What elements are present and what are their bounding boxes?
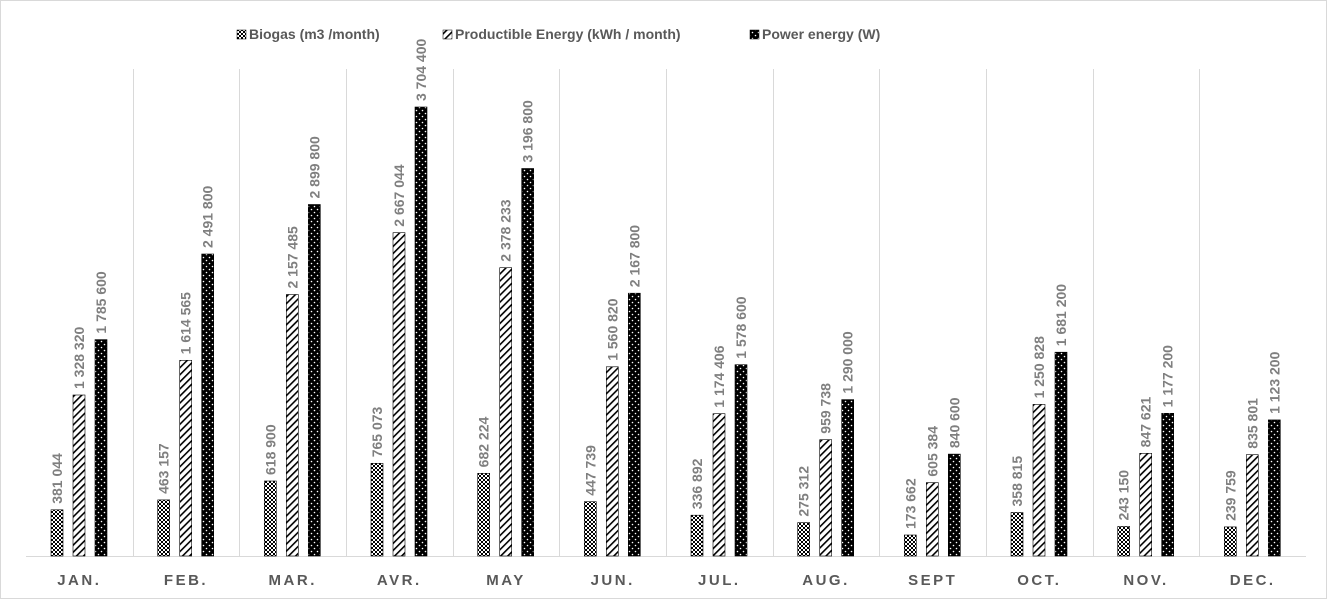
data-label-biogas: 336 892 — [689, 458, 705, 509]
data-label-biogas: 463 157 — [156, 443, 172, 494]
bar-power-energy — [1054, 351, 1068, 557]
legend-label-biogas: Biogas (m3 /month) — [249, 26, 380, 42]
data-label-biogas: 358 815 — [1009, 456, 1025, 507]
category-labels: JAN. FEB. MAR. AVR. MAY JUN. JUL. AUG. SEPT OCT. N… — [57, 572, 1276, 589]
bar-productible-energy — [285, 294, 299, 557]
data-label-productible-energy: 2 378 233 — [498, 199, 514, 261]
data-label-biogas: 239 759 — [1222, 470, 1238, 521]
data-label-productible-energy: 847 621 — [1138, 396, 1154, 447]
legend-swatch-biogas — [236, 29, 247, 40]
data-label-power-energy: 1 578 600 — [733, 296, 749, 358]
bar-power-energy — [734, 364, 748, 557]
bar-power-energy — [841, 399, 855, 557]
data-label-power-energy: 1 681 200 — [1053, 284, 1069, 346]
bar-biogas — [157, 499, 170, 557]
bar-productible-energy — [712, 413, 726, 557]
data-label-biogas: 275 312 — [796, 466, 812, 517]
bar-biogas — [690, 514, 704, 557]
bar-productible-energy — [392, 232, 406, 557]
bar-power-energy — [1161, 412, 1174, 557]
grid-lines — [26, 69, 1306, 557]
data-label-productible-energy: 605 384 — [924, 426, 940, 477]
bar-biogas — [1010, 512, 1024, 557]
bar-productible-energy — [1246, 454, 1259, 557]
data-label-power-energy: 1 177 200 — [1160, 345, 1176, 407]
data-label-productible-energy: 1 328 320 — [71, 327, 87, 389]
category-label: MAR. — [269, 572, 317, 589]
data-label-productible-energy: 1 614 565 — [178, 292, 194, 354]
data-label-productible-energy: 1 560 820 — [604, 298, 620, 360]
bar-productible-energy — [605, 366, 619, 557]
category-label: JUN. — [591, 572, 635, 589]
bar-power-energy — [307, 204, 321, 557]
data-label-power-energy: 2 899 800 — [306, 136, 322, 198]
data-label-biogas: 618 900 — [262, 424, 278, 475]
bar-biogas — [50, 509, 64, 557]
bar-power-energy — [1268, 419, 1281, 557]
data-label-power-energy: 3 704 400 — [413, 39, 429, 101]
category-label: SEPT — [908, 572, 957, 589]
bar-power-energy — [947, 453, 961, 557]
data-label-power-energy: 1 123 200 — [1266, 351, 1282, 413]
bar-productible-energy — [819, 439, 833, 557]
bar-productible-energy — [1139, 452, 1152, 557]
legend-label-power-energy: Power energy (W) — [762, 26, 880, 42]
category-label: MAY — [486, 572, 525, 589]
bar-productible-energy — [1032, 404, 1046, 557]
data-labels: 381 044 1 328 320 1 785 600 463 157 1 614 56… — [49, 39, 1282, 529]
data-label-power-energy: 1 785 600 — [93, 271, 109, 333]
bar-biogas — [1224, 526, 1237, 557]
data-label-biogas: 765 073 — [369, 406, 385, 457]
bar-biogas — [903, 534, 917, 557]
bars — [50, 106, 1281, 557]
bar-power-energy — [94, 339, 108, 557]
data-label-productible-energy: 835 801 — [1244, 398, 1260, 449]
data-label-productible-energy: 2 667 044 — [391, 164, 407, 226]
data-label-productible-energy: 2 157 485 — [284, 226, 300, 288]
bar-biogas — [583, 501, 597, 557]
category-label: AVR. — [377, 572, 422, 589]
bar-biogas — [477, 472, 491, 557]
data-label-power-energy: 840 600 — [946, 397, 962, 448]
legend: Biogas (m3 /month) Productible Energy (kW… — [236, 26, 880, 42]
data-label-productible-energy: 959 738 — [818, 383, 834, 434]
bar-biogas — [263, 480, 277, 557]
legend-swatch-productible-energy — [442, 29, 453, 40]
bar-productible-energy — [925, 482, 939, 557]
data-label-biogas: 447 739 — [582, 445, 598, 496]
bar-power-energy — [414, 106, 428, 557]
category-label: AUG. — [802, 572, 850, 589]
category-label: DEC. — [1230, 572, 1276, 589]
data-label-biogas: 682 224 — [476, 416, 492, 467]
category-label: JAN. — [57, 572, 101, 589]
data-label-productible-energy: 1 174 406 — [711, 345, 727, 407]
legend-swatch-power-energy — [749, 29, 760, 40]
bar-biogas — [797, 522, 811, 557]
data-label-biogas: 173 662 — [902, 478, 918, 529]
legend-label-productible-energy: Productible Energy (kWh / month) — [455, 26, 681, 42]
data-label-power-energy: 2 167 800 — [626, 225, 642, 287]
bar-power-energy — [521, 168, 535, 557]
bar-biogas — [1117, 526, 1130, 557]
data-label-biogas: 243 150 — [1116, 470, 1132, 521]
bar-productible-energy — [179, 359, 192, 557]
category-label: FEB. — [164, 572, 208, 589]
data-label-productible-energy: 1 250 828 — [1031, 336, 1047, 398]
bar-productible-energy — [72, 394, 86, 557]
bar-productible-energy — [499, 267, 513, 557]
category-label: NOV. — [1123, 572, 1168, 589]
bar-biogas — [370, 462, 384, 557]
data-label-power-energy: 1 290 000 — [840, 331, 856, 393]
category-label: JUL. — [698, 572, 741, 589]
category-label: OCT. — [1017, 572, 1061, 589]
bar-power-energy — [201, 253, 214, 557]
data-label-power-energy: 3 196 800 — [520, 100, 536, 162]
bar-power-energy — [627, 292, 641, 557]
data-label-biogas: 381 044 — [49, 453, 65, 504]
data-label-power-energy: 2 491 800 — [200, 186, 216, 248]
